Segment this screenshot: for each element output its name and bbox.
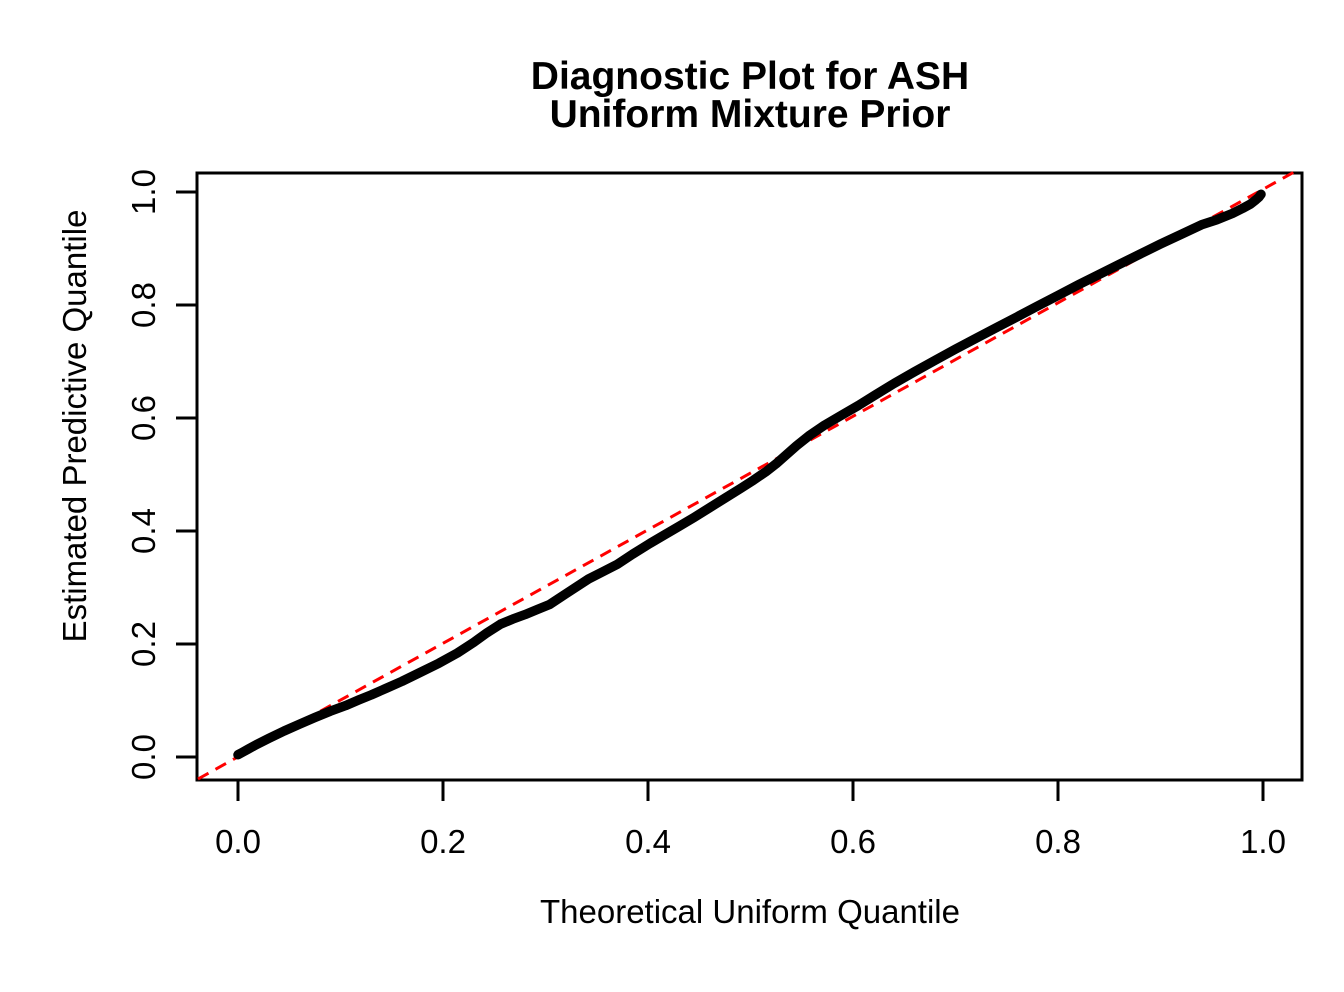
qq-plot: 0.0 0.2 0.4 0.6 0.8 1.0 0.0 0.2 0.4 0.6 0.8 1.0 Dia…: [56, 55, 1304, 930]
y-tick-label: 0.6: [125, 395, 162, 441]
plot-series: [197, 169, 1297, 781]
y-tick-label: 0.8: [125, 282, 162, 328]
x-tick-label: 0.8: [1035, 823, 1081, 860]
y-tick-label: 0.2: [125, 621, 162, 667]
plot-axes: 0.0 0.2 0.4 0.6 0.8 1.0 0.0 0.2 0.4 0.6 0.8 1.0: [125, 169, 1304, 860]
x-axis-label: Theoretical Uniform Quantile: [540, 893, 960, 930]
y-tick-label: 0.0: [125, 734, 162, 780]
x-tick-label: 0.2: [420, 823, 466, 860]
plot-border: [195, 171, 1304, 782]
x-tick-label: 0.0: [215, 823, 261, 860]
y-tick-label: 0.4: [125, 508, 162, 554]
y-tick-label: 1.0: [125, 169, 162, 215]
plot-title-line1: Diagnostic Plot for ASH: [531, 55, 969, 98]
plot-title-line2: Uniform Mixture Prior: [550, 93, 951, 136]
diagnostic-plot-figure: 0.0 0.2 0.4 0.6 0.8 1.0 0.0 0.2 0.4 0.6 0.8 1.0 Dia…: [40, 16, 1344, 976]
x-tick-label: 0.4: [625, 823, 671, 860]
x-tick-label: 0.6: [830, 823, 876, 860]
x-tick-label: 1.0: [1240, 823, 1286, 860]
quantile-curve: [233, 189, 1266, 760]
y-axis-label: Estimated Predictive Quantile: [56, 210, 93, 643]
